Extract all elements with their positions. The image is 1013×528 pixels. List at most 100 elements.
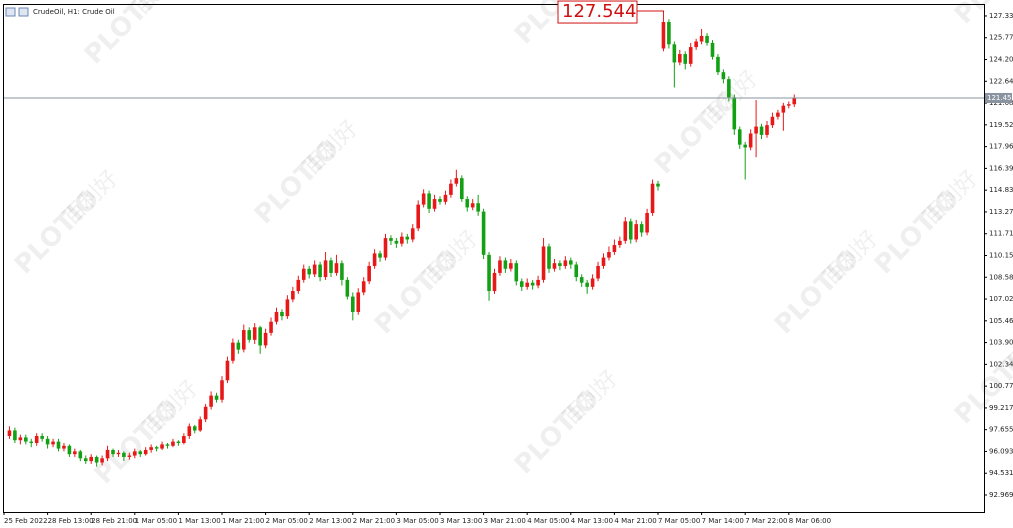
y-tick-label: 99.217 <box>989 404 1013 412</box>
candle-body <box>650 183 655 213</box>
candle-body <box>214 395 219 400</box>
candle-body <box>732 97 737 130</box>
candle-body <box>45 438 50 445</box>
candle-body <box>781 105 786 113</box>
candle-body <box>372 253 377 266</box>
x-tick-label: 2 Mar 05:00 <box>266 517 308 525</box>
candle-body <box>280 311 284 317</box>
candle-body <box>432 199 437 209</box>
candle-body <box>645 212 649 233</box>
y-tick-label: 119.523 <box>989 121 1013 129</box>
x-tick-label: 3 Mar 05:00 <box>396 517 438 525</box>
candle-body <box>607 252 611 258</box>
candle-body <box>465 199 470 208</box>
current-price-label: 121.45 <box>987 94 1012 102</box>
candle-body <box>449 183 453 195</box>
y-tick-label: 111.713 <box>989 230 1013 238</box>
candle-body <box>24 437 28 442</box>
candle-body <box>345 279 350 297</box>
y-tick-label: 92.969 <box>989 491 1013 499</box>
candle-body <box>569 260 573 265</box>
candle-body <box>383 238 388 258</box>
y-tick-label: 97.655 <box>989 426 1013 434</box>
candle-body <box>296 279 301 292</box>
y-tick-label: 124.209 <box>989 56 1013 64</box>
candle-body <box>187 426 192 437</box>
candle-body <box>29 441 34 443</box>
candle-body <box>481 211 486 255</box>
candle-body <box>111 449 115 455</box>
candle-body <box>563 260 568 266</box>
candle-body <box>427 193 431 209</box>
candle-body <box>498 260 502 273</box>
candle-body <box>7 430 12 437</box>
candle-body <box>421 193 426 205</box>
candle-body <box>705 35 709 43</box>
candle-body <box>694 41 698 48</box>
candle-body <box>94 456 99 463</box>
candle-body <box>776 112 780 117</box>
candle-body <box>13 430 17 441</box>
candle-body <box>209 395 213 407</box>
candle-body <box>721 72 726 80</box>
y-tick-label: 110.151 <box>989 251 1013 259</box>
candle-body <box>759 126 764 135</box>
candle-body <box>356 292 361 312</box>
candle-body <box>530 282 535 286</box>
candle-body <box>596 265 600 279</box>
candle-body <box>688 47 693 64</box>
candle-body <box>323 260 328 278</box>
candle-body <box>667 22 671 45</box>
candle-body <box>509 263 513 269</box>
candle-body <box>171 441 175 446</box>
candle-body <box>792 97 797 105</box>
candle-body <box>78 451 83 459</box>
candle-body <box>225 360 230 381</box>
candle-body <box>329 260 333 273</box>
candle-body <box>770 116 775 126</box>
x-tick-label: 28 Feb 21:00 <box>91 517 137 525</box>
high-marker-leader <box>637 10 664 14</box>
candle-body <box>133 451 137 456</box>
x-tick-label: 7 Mar 22:00 <box>745 517 787 525</box>
x-tick-label: 25 Feb 2022 <box>4 517 48 525</box>
y-tick-label: 113.275 <box>989 208 1013 216</box>
candle-body <box>623 221 628 241</box>
candle-body <box>454 178 459 184</box>
y-tick-label: 121.085 <box>989 99 1013 107</box>
candle-body <box>285 299 290 317</box>
candle-body <box>672 44 677 63</box>
candle-body <box>612 245 617 253</box>
candle-body <box>601 257 606 266</box>
y-tick-label: 127.333 <box>989 12 1013 20</box>
candle-body <box>318 264 322 278</box>
candle-body <box>514 263 519 282</box>
candle-body <box>748 133 753 148</box>
y-tick-label: 107.027 <box>989 295 1013 303</box>
candle-body <box>503 260 508 269</box>
candle-body <box>89 456 93 462</box>
candle-body <box>634 224 638 240</box>
candle-body <box>378 253 382 258</box>
y-tick-label: 94.531 <box>989 469 1013 477</box>
x-tick-label: 3 Mar 13:00 <box>440 517 482 525</box>
candle-body <box>62 445 66 449</box>
candle-body <box>765 125 769 135</box>
candle-body <box>492 272 497 292</box>
x-tick-label: 28 Feb 13:00 <box>48 517 94 525</box>
chart-body: 127.333 125.771 124.209 122.647 121.085 119.5… <box>3 0 1013 525</box>
candle-body <box>541 246 546 280</box>
candle-body <box>470 203 475 208</box>
candle-body <box>182 436 186 443</box>
chart-title: CrudeOil, H1: Crude Oil <box>33 8 115 16</box>
candle-body <box>334 263 339 273</box>
x-tick-label: 8 Mar 06:00 <box>789 517 831 525</box>
candle-body <box>67 445 72 455</box>
y-tick-label: 114.837 <box>989 186 1013 194</box>
candle-body <box>274 311 279 322</box>
candle-body <box>574 264 579 278</box>
high-marker-label: 127.544 <box>562 1 636 22</box>
candle-body <box>460 178 464 200</box>
candle-body <box>269 321 273 333</box>
